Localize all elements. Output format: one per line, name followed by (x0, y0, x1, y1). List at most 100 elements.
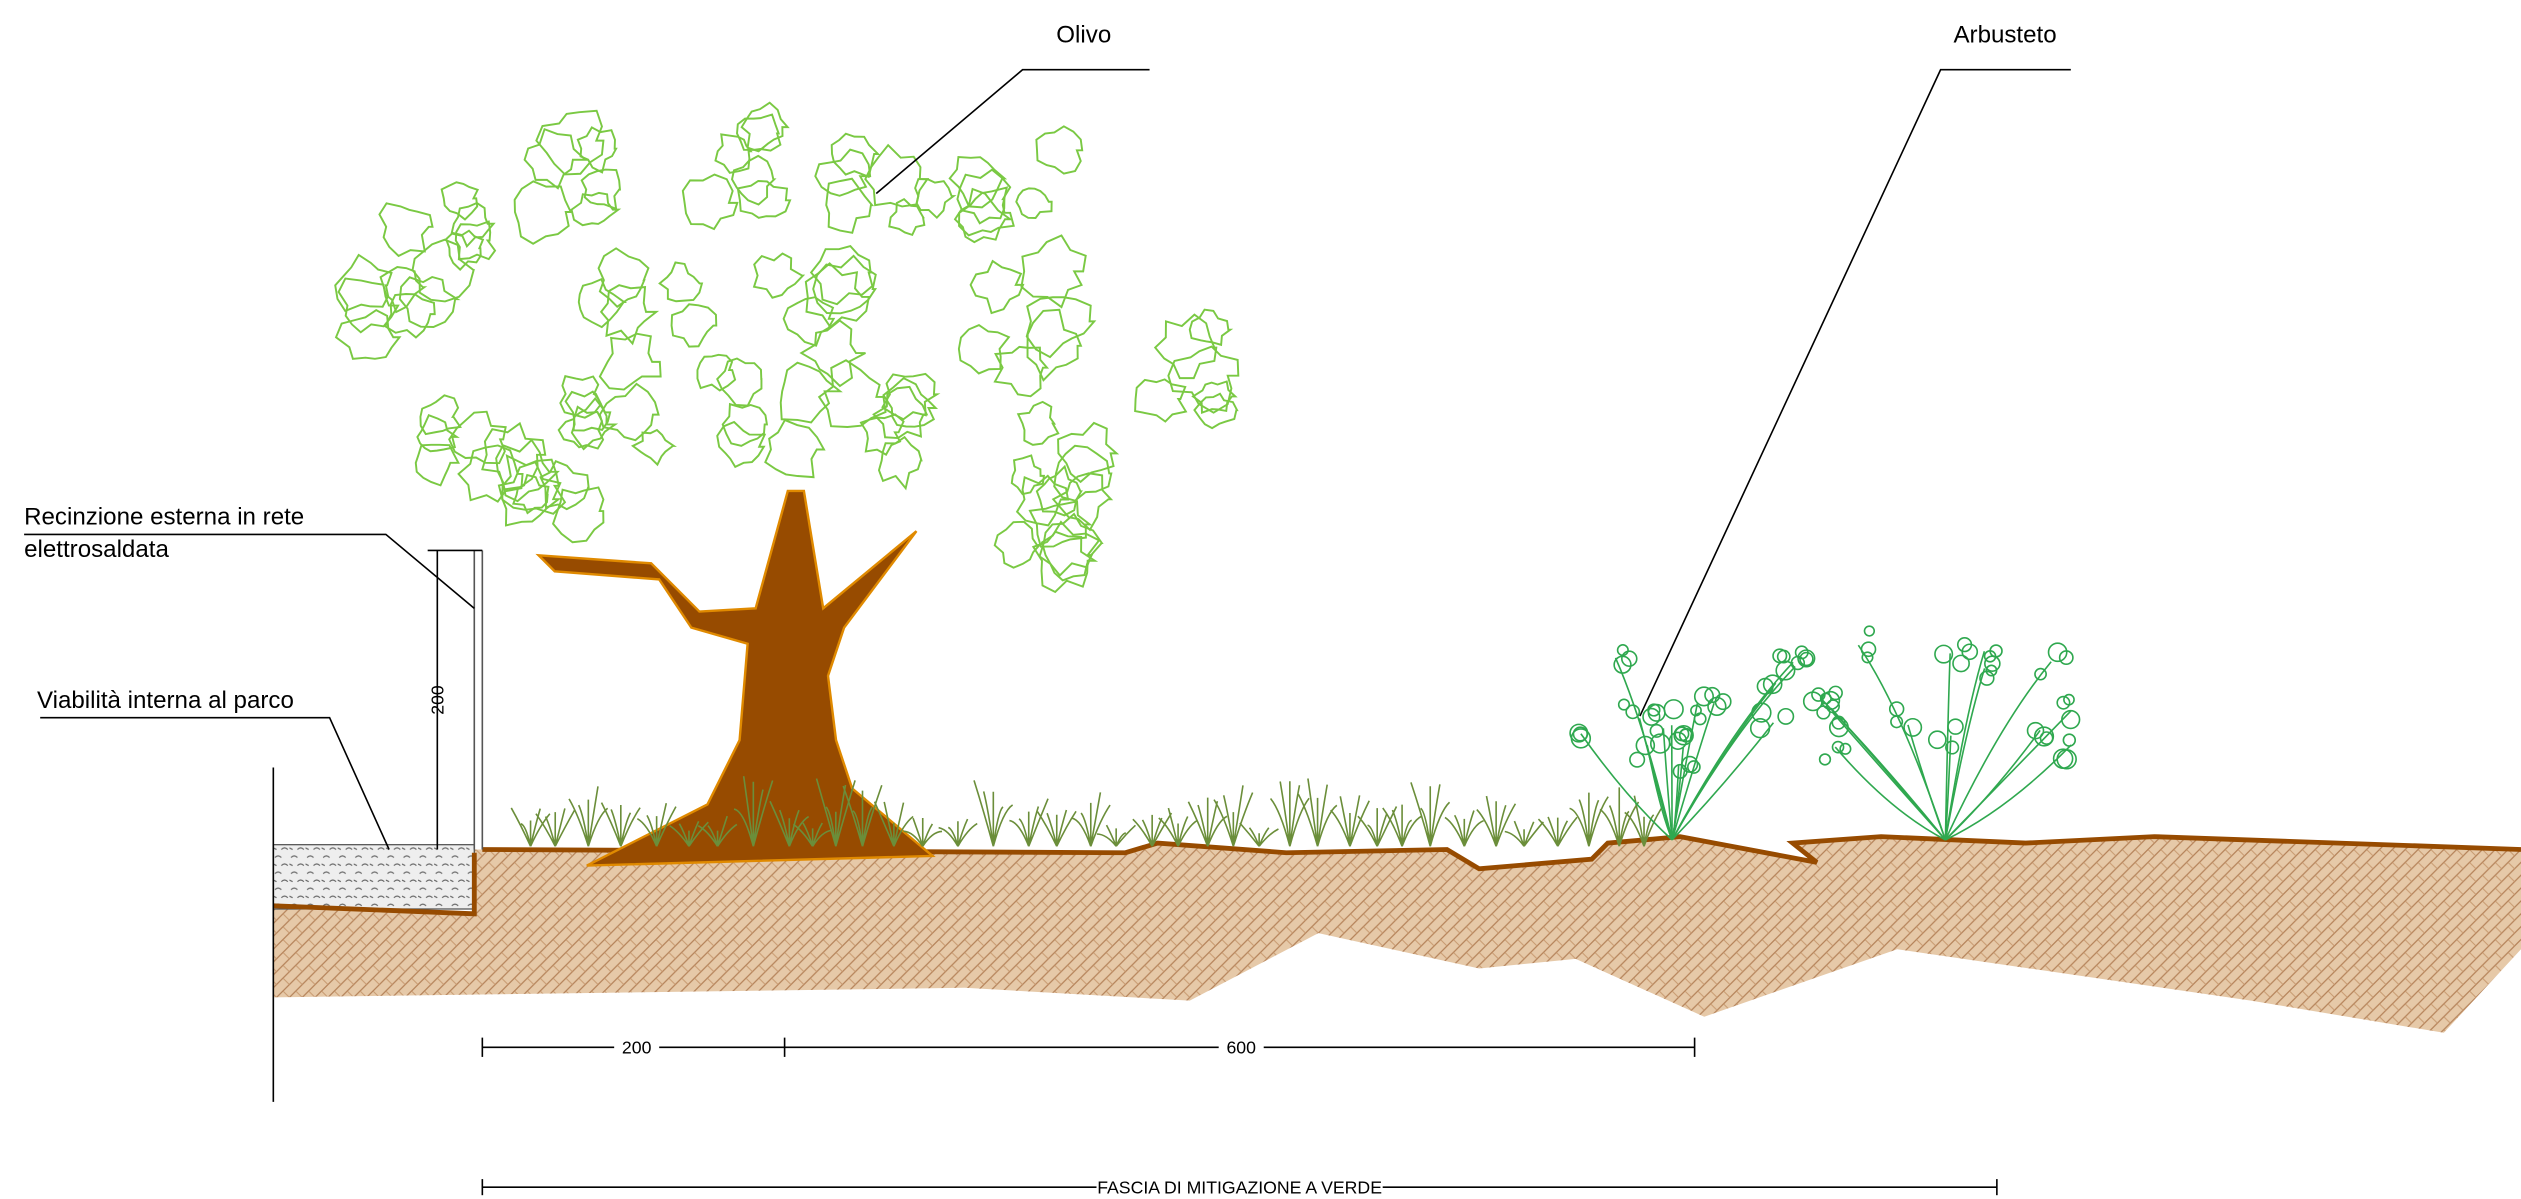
leaf-cluster (801, 321, 865, 386)
shrub-leaf (1648, 704, 1660, 716)
leaf-cluster (1016, 188, 1051, 218)
shrub-leaf (1820, 754, 1831, 765)
leaf-cluster (754, 254, 803, 298)
leaf-cluster (672, 304, 717, 346)
label-recinzione: elettrosaldata (24, 536, 169, 563)
grass-tuft (1298, 778, 1337, 846)
shrub-leaf (1862, 652, 1872, 662)
leaf-cluster (832, 134, 878, 177)
leaf-cluster (683, 175, 738, 230)
shrub-branch (1945, 745, 2071, 840)
label-recinzione: Recinzione esterna in rete (24, 504, 304, 531)
leaf-cluster (1053, 473, 1111, 530)
shrub-leaf (1929, 731, 1946, 748)
grass-tuft (1037, 810, 1076, 846)
dimension-label: 200 (428, 685, 448, 715)
leaf-cluster (995, 522, 1040, 568)
grass-tuft (1097, 825, 1136, 846)
shrub-branch (1672, 723, 1773, 840)
shrub-branch (1858, 645, 1945, 840)
grass-tuft (1538, 817, 1577, 846)
leaf-cluster (819, 360, 885, 427)
leaf-cluster (765, 420, 824, 477)
leaf-cluster (459, 445, 523, 501)
leaf-cluster (601, 285, 656, 343)
grass-tuft (1445, 811, 1484, 847)
leader (1640, 70, 2071, 716)
leaf-cluster (1135, 379, 1186, 421)
leaf-cluster (633, 430, 674, 465)
shrub-branch (1833, 713, 1946, 840)
leaf-cluster (717, 358, 761, 405)
shrub-leaf (1953, 655, 1969, 671)
leaf-cluster (572, 399, 615, 449)
label-viabilita: Viabilità interna al parco (37, 687, 294, 714)
shrub-leaf (1985, 656, 2000, 671)
leaf-cluster (815, 150, 870, 196)
grass-tuft (1071, 792, 1110, 846)
leaf-cluster (379, 203, 432, 256)
leaf-cluster (1168, 347, 1238, 413)
leader (40, 718, 389, 850)
grass-tuft (1214, 785, 1253, 846)
grass-tuft (1009, 799, 1048, 847)
shrub-leaf (1778, 709, 1793, 724)
shrub-leaf (1948, 719, 1963, 734)
leaf-cluster (971, 261, 1023, 313)
shrub-leaf (1904, 719, 1921, 736)
shrub-leaf (1757, 679, 1773, 695)
leaf-cluster (1054, 446, 1111, 501)
shrub-leaf (1643, 709, 1660, 726)
leaf-cluster (572, 193, 619, 225)
dimension-label: 600 (1226, 1038, 1256, 1058)
grass-tuft (536, 808, 575, 846)
leaf-cluster (515, 181, 571, 243)
shrub-leaf (1695, 687, 1713, 705)
leader (876, 70, 1149, 194)
leaf-cluster (879, 437, 921, 488)
label-olivo: Olivo (1056, 21, 1111, 48)
shrubs (1570, 626, 2079, 840)
grass-tuft (1159, 808, 1198, 846)
shrub-leaf (1648, 705, 1665, 722)
leaf-cluster (737, 115, 780, 151)
leaf-cluster (578, 127, 616, 172)
grass-tuft (1271, 781, 1310, 846)
leaf-cluster (1028, 310, 1081, 380)
grass-tuft (1383, 805, 1422, 847)
leaf-cluster (732, 156, 774, 205)
leaf-cluster (420, 395, 460, 434)
leaf-cluster (1036, 126, 1082, 173)
leaf-cluster (536, 111, 603, 175)
shrub-leaf (2049, 643, 2067, 661)
leaf-cluster (456, 222, 495, 260)
leaf-cluster (525, 129, 586, 188)
shrub-leaf (2062, 711, 2080, 729)
grass-tuft (569, 786, 608, 846)
leaf-cluster (1155, 315, 1216, 379)
shrub-leaf (1840, 744, 1851, 755)
leaf-cluster (582, 170, 620, 209)
shrub-branch (1908, 725, 1945, 840)
grass-tuft (1331, 795, 1370, 846)
shrub-leaf (1626, 705, 1639, 718)
dimension-label: 200 (622, 1038, 652, 1058)
shrub-leaf (1664, 700, 1683, 719)
leaf-cluster (413, 240, 474, 302)
leaf-cluster (883, 378, 935, 427)
leaf-cluster (599, 248, 649, 306)
leaf-cluster (660, 263, 702, 302)
label-arbusteto: Arbusteto (1953, 21, 2056, 48)
grass-tuft (939, 819, 978, 846)
shrub-leaf (1864, 626, 1874, 636)
grass-tuft (1240, 823, 1279, 846)
grass-tuft (974, 780, 1013, 846)
shrub-leaf (2063, 734, 2075, 746)
page: 200 Olivo Arbusteto Recinzione esterna i… (0, 0, 2521, 1199)
shrub-leaf (2040, 732, 2052, 744)
grass-tuft (1505, 821, 1544, 846)
road (273, 845, 474, 909)
grass-tuft (1600, 787, 1639, 846)
leaf-cluster (1018, 402, 1058, 445)
leaf-cluster (813, 256, 876, 313)
